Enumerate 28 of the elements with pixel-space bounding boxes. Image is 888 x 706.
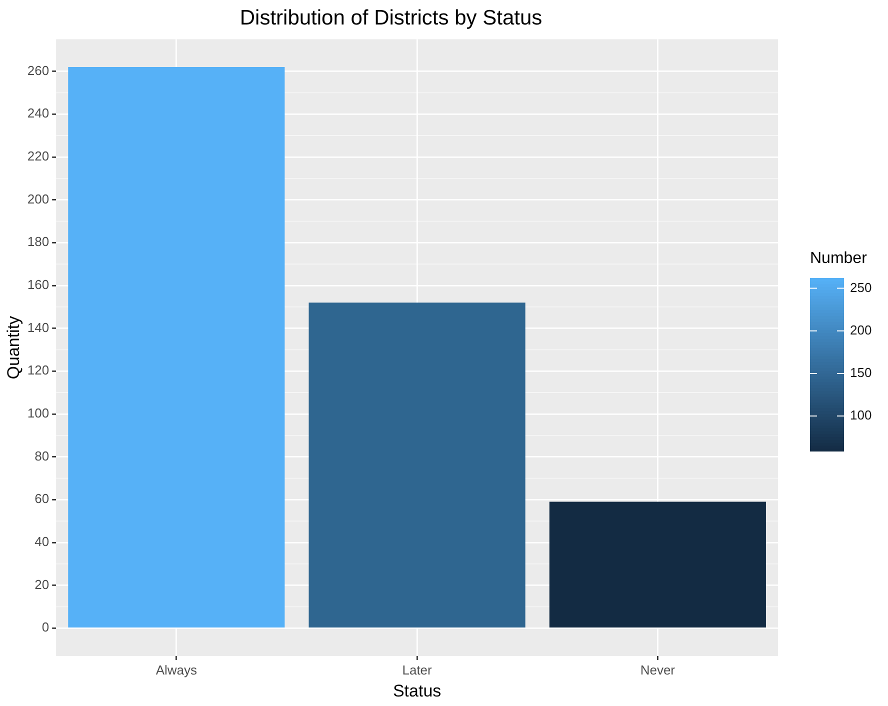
- bar: [308, 302, 526, 628]
- y-tick-label: 80: [34, 448, 50, 464]
- y-tick-label: 260: [27, 62, 50, 78]
- y-tick-label: 100: [27, 406, 50, 421]
- chart-title: Distribution of Districts by Status: [240, 6, 542, 30]
- color-bar-label: 100: [850, 408, 872, 423]
- color-bar-label: 200: [850, 322, 872, 338]
- color-bar-title: Number: [810, 250, 868, 267]
- y-tick-label: 220: [27, 148, 50, 164]
- y-tick-label: 180: [27, 234, 50, 250]
- color-bar-label: 250: [850, 280, 872, 295]
- x-tick-label: Always: [156, 662, 198, 678]
- x-tick-label: Later: [402, 662, 433, 678]
- x-axis-title: Status: [392, 681, 442, 700]
- y-tick-label: 200: [27, 191, 50, 206]
- y-tick-label: 160: [27, 277, 50, 292]
- bar: [549, 502, 766, 628]
- y-axis-title: Quantity: [4, 315, 23, 380]
- bar: [68, 67, 285, 628]
- y-tick-label: 20: [34, 576, 50, 592]
- y-tick-label: 40: [34, 534, 50, 550]
- color-bar-label: 150: [850, 365, 872, 380]
- y-tick-label: 240: [27, 106, 50, 121]
- y-tick-label: 140: [27, 320, 50, 335]
- y-tick-label: 60: [34, 491, 50, 506]
- y-tick-label: 120: [27, 362, 50, 378]
- y-tick-label: 0: [42, 620, 50, 635]
- x-tick-label: Never: [640, 662, 676, 678]
